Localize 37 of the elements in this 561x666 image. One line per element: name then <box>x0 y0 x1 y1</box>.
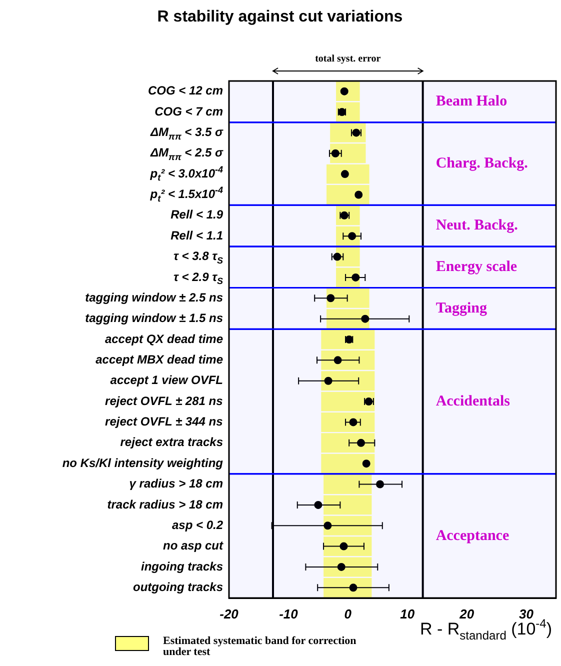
x-tick-label: 20 <box>458 606 475 622</box>
x-tick-label: 10 <box>400 606 416 622</box>
y-tick-label: accept MBX dead time <box>96 352 224 366</box>
y-tick-label: outgoing tracks <box>132 580 224 594</box>
y-tick-label: reject OVFL ± 344 ns <box>105 414 224 429</box>
x-tick-label: -20 <box>220 606 240 622</box>
y-tick-label: accept QX dead time <box>104 332 224 346</box>
y-tick-label: track radius > 18 cm <box>107 497 224 512</box>
y-tick-label: Rell < 1.1 <box>170 228 224 242</box>
y-tick-label: accept 1 view OVFL <box>110 373 224 388</box>
band-label: Beam Halo <box>436 94 508 110</box>
band-label: Accidentals <box>436 393 510 410</box>
point <box>354 190 363 199</box>
y-tick-label: asp < 0.2 <box>172 518 224 532</box>
legend-label: Estimated systematic band for correction under test <box>163 635 358 658</box>
text: total syst. error <box>315 54 382 65</box>
y-tick-label: reject OVFL ± 281 ns <box>105 394 224 408</box>
y-tick-label: no asp cut <box>162 538 224 553</box>
x-tick-label: 0 <box>344 606 352 622</box>
y-tick-label: Rell < 1.9 <box>170 208 224 222</box>
band-label: Energy scale <box>436 258 518 275</box>
y-tick-label: no Ks/Kl intensity weighting <box>62 456 224 470</box>
band-label: Acceptance <box>436 528 510 544</box>
y-tick-label: COG < 7 cm <box>154 104 224 118</box>
chart-title: R stability against cut variations <box>157 8 403 26</box>
band-label: Tagging <box>436 300 488 316</box>
band-label: Charg. Backg. <box>436 156 528 172</box>
band-label: Neut. Backg. <box>436 218 518 234</box>
point <box>340 170 349 178</box>
y-tick-label: tagging window ± 1.5 ns <box>85 311 224 326</box>
y-tick-label: γ radius > 18 cm <box>129 476 224 491</box>
y-tick-label: ingoing tracks <box>140 559 224 574</box>
y-tick-label: reject extra tracks <box>120 435 224 450</box>
y-tick-label: COG < 12 cm <box>148 84 224 98</box>
point <box>362 460 370 468</box>
y-tick-label: tagging window ± 2.5 ns <box>85 290 224 304</box>
x-tick-label: -10 <box>279 606 299 622</box>
